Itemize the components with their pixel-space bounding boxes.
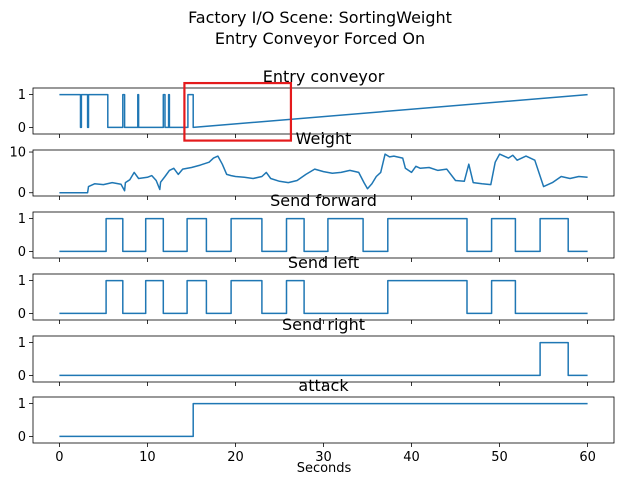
panel-0-highlight-box [183, 81, 293, 142]
panel-2-ytick-label-0: 0 [18, 245, 26, 260]
panel-4: Send right 0 1 [18, 315, 615, 386]
panel-3: Send left 0 1 [18, 253, 615, 324]
panel-2: Send forward 0 1 [18, 191, 615, 262]
panel-2-ytick-label-1: 1 [18, 212, 26, 227]
panel-4-title: Send right [282, 315, 365, 334]
panel-5-xtick-label-0: 0 [55, 450, 63, 465]
panel-0-series-line [59, 93, 588, 129]
panel-0-ytick-label-0: 0 [18, 121, 26, 136]
panel-3-ytick-label-0: 0 [18, 307, 26, 322]
panel-1-series-line [59, 153, 588, 194]
panel-4-series-line [59, 341, 588, 377]
panel-5-ytick-label-1: 1 [18, 397, 26, 412]
panel-5-xtick-label-50: 50 [491, 450, 508, 465]
panel-5-xtick-label-10: 10 [139, 450, 156, 465]
panel-4-ytick-label-0: 0 [18, 369, 26, 384]
panel-5-xtick-label-60: 60 [579, 450, 596, 465]
panel-1-ytick-label-0: 0 [18, 186, 26, 201]
panel-0: Entry conveyor 0 1 [18, 67, 615, 142]
panel-2-series-line [59, 217, 588, 253]
panel-5-xtick-label-30: 30 [315, 450, 332, 465]
panel-5-xtick-label-20: 20 [227, 450, 244, 465]
panel-2-title: Send forward [270, 191, 377, 210]
panel-1-ytick-label-10: 10 [9, 146, 26, 161]
x-axis-label: Seconds [297, 461, 352, 476]
panel-3-title: Send left [288, 253, 359, 272]
figure-title-line-2: Entry Conveyor Forced On [215, 29, 425, 48]
figure-title-line-1: Factory I/O Scene: SortingWeight [188, 8, 452, 27]
panel-3-series-line [59, 279, 588, 315]
panel-5-xtick-label-40: 40 [403, 450, 420, 465]
panel-0-title: Entry conveyor [263, 67, 385, 86]
panel-0-ytick-label-1: 1 [18, 88, 26, 103]
panel-1: Weight 0 10 [9, 129, 615, 201]
panel-5-ytick-label-0: 0 [18, 430, 26, 445]
panel-3-ytick-label-1: 1 [18, 274, 26, 289]
panel-1-title: Weight [296, 129, 352, 148]
panel-5-title: attack [298, 376, 349, 395]
panel-5-series-line [59, 402, 588, 438]
panel-4-ytick-label-1: 1 [18, 336, 26, 351]
